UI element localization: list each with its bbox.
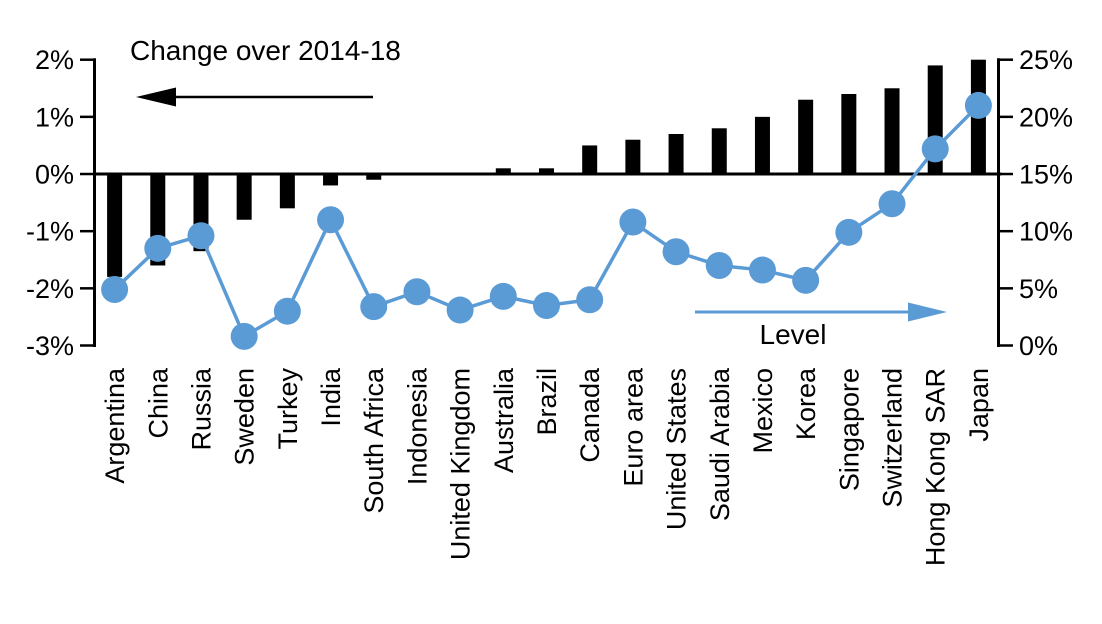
marker-hong-kong-sar [921,135,949,163]
marker-saudi-arabia [705,251,733,279]
bar-india [323,174,339,186]
bar-sweden [236,174,252,220]
change-annotation-group: Change over 2014-18 [130,35,401,107]
left-axis-tick-label: 1% [35,102,74,132]
bar-south-africa [366,174,382,180]
marker-turkey [273,297,301,325]
right-axis-tick-label: 5% [1019,274,1058,304]
marker-argentina [101,275,129,303]
bar-argentina [107,174,123,277]
category-label-switzerland: Switzerland [878,368,908,508]
marker-russia [187,222,215,250]
bar-euro-area [625,139,641,175]
category-label-australia: Australia [489,367,519,473]
plot-layer: 2% 1% 0% -1% -2% -3% 25% 20% 15% 10% 5% 0% Argentina… [26,45,1073,566]
marker-india [317,206,345,234]
category-label-brazil: Brazil [532,368,562,436]
level-annotation-group: Level [695,302,947,350]
marker-switzerland [878,190,906,218]
category-label-euro-area: Euro area [618,367,648,487]
marker-brazil [533,291,560,319]
category-label-russia: Russia [186,367,216,451]
bar-canada [582,145,598,175]
marker-china [144,234,172,262]
bar-turkey [279,174,295,209]
category-label-south-africa: South Africa [359,367,389,514]
marker-canada [576,286,604,314]
right-axis-tick-label: 20% [1019,102,1073,132]
bar-switzerland [884,88,900,175]
right-axis-tick-label: 25% [1019,45,1073,75]
marker-japan [964,91,992,119]
marker-mexico [748,256,776,284]
category-label-canada: Canada [575,367,605,463]
bar-mexico [754,116,770,175]
level-annotation-label: Level [760,319,827,350]
category-label-saudi-arabia: Saudi Arabia [705,367,735,521]
change-annotation-label: Change over 2014-18 [130,35,401,66]
marker-australia [489,282,517,310]
category-label-united-states: United States [662,368,692,530]
marker-south-africa [360,293,388,321]
category-label-hong-kong-sar: Hong Kong SAR [921,368,951,566]
left-axis-tick-label: 0% [35,160,74,190]
left-arrow-icon [136,87,176,107]
left-axis-tick-label: -1% [26,217,74,247]
category-label-united-kingdom: United Kingdom [446,368,476,560]
right-axis-tick-label: 0% [1019,331,1058,361]
category-label-china: China [143,367,173,439]
bar-brazil [539,168,554,175]
category-label-singapore: Singapore [834,368,864,491]
left-axis-tick-label: -3% [26,331,74,361]
right-arrow-icon [908,302,947,322]
left-axis-tick-label: -2% [26,274,74,304]
right-axis-tick-label: 15% [1019,160,1073,190]
category-label-turkey: Turkey [273,368,303,450]
marker-united-states [662,238,690,266]
marker-sweden [230,322,258,350]
marker-indonesia [403,278,431,306]
marker-korea [792,266,820,294]
bar-korea [798,99,814,175]
right-axis-tick-label: 10% [1019,217,1073,247]
category-label-argentina: Argentina [100,367,130,484]
category-label-indonesia: Indonesia [402,367,432,485]
marker-euro-area [619,208,647,236]
marker-singapore [835,218,863,246]
category-label-mexico: Mexico [748,368,778,454]
bar-united-states [668,134,684,175]
bar-saudi-arabia [711,128,727,175]
left-axis-tick-label: 2% [35,45,74,75]
category-label-india: India [316,367,346,427]
category-label-japan: Japan [964,368,994,442]
category-label-korea: Korea [791,367,821,440]
bar-australia [495,168,511,175]
category-label-sweden: Sweden [230,368,260,466]
marker-united-kingdom [446,296,474,324]
bar-singapore [841,93,857,175]
